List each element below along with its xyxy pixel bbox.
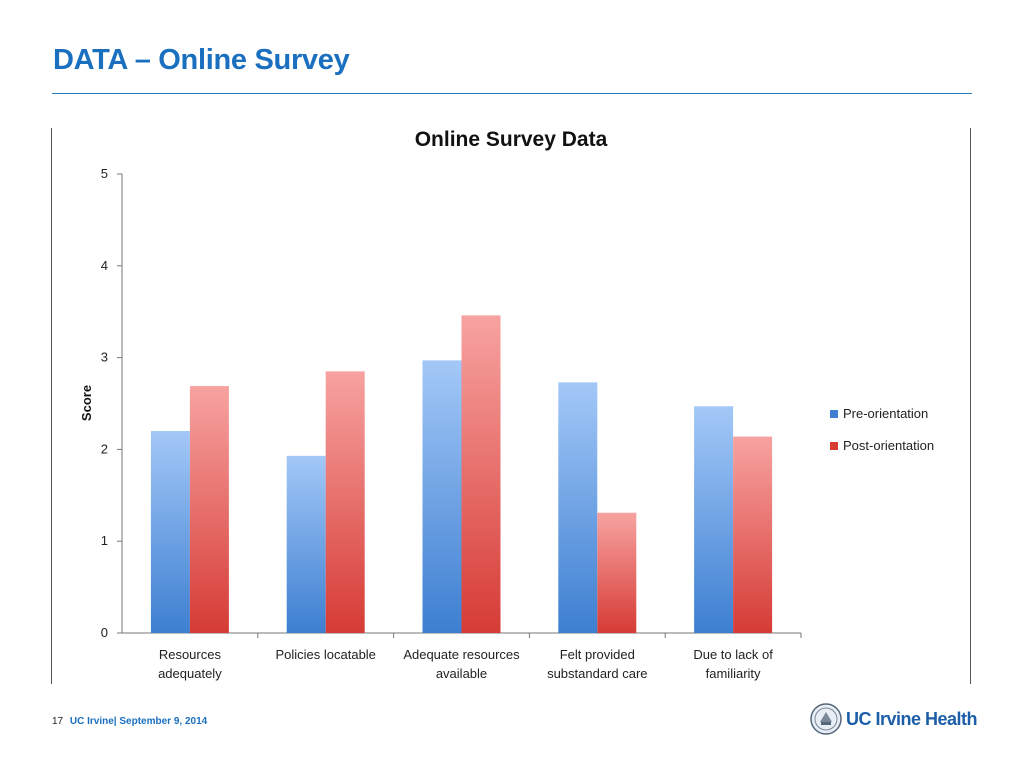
chart-frame-left bbox=[51, 128, 52, 684]
footer-org: UC Irvine| bbox=[69, 716, 117, 727]
legend-label: Post-orientation bbox=[843, 438, 934, 453]
bar-post-1 bbox=[325, 371, 365, 633]
x-axis-labels: Resources adequately Policies locatable Ade… bbox=[158, 647, 773, 681]
x-tick-label: Resources adequately bbox=[158, 647, 222, 681]
uc-irvine-health-logo: UC Irvine Health bbox=[810, 703, 978, 735]
bar-pre-2 bbox=[422, 360, 462, 633]
bar-pre-1 bbox=[286, 455, 326, 633]
bar-post-0 bbox=[189, 386, 229, 633]
x-tick-label: Felt provided substandard care bbox=[547, 647, 647, 681]
legend-swatch bbox=[830, 442, 838, 450]
bar-pre-0 bbox=[150, 431, 190, 633]
slide-title: DATA – Online Survey bbox=[53, 44, 350, 76]
title-divider bbox=[52, 93, 972, 94]
legend-swatch bbox=[830, 410, 838, 418]
slide-footer: 17 UC Irvine| September 9, 2014 bbox=[52, 716, 207, 727]
chart-title: Online Survey Data bbox=[415, 128, 608, 151]
y-tick-label: 1 bbox=[101, 533, 108, 548]
y-tick-label: 4 bbox=[101, 258, 108, 273]
x-tick-label: Due to lack of familiarity bbox=[693, 647, 773, 681]
legend-label: Pre-orientation bbox=[843, 406, 928, 421]
seal-icon bbox=[810, 703, 842, 735]
logo-text: UC Irvine Health bbox=[846, 708, 978, 729]
bar-pre-4 bbox=[694, 406, 734, 633]
chart-bars bbox=[150, 315, 773, 633]
x-tick-label: Adequate resources available bbox=[403, 647, 520, 681]
chart-frame-right bbox=[970, 128, 971, 684]
bar-post-4 bbox=[733, 436, 773, 633]
y-axis-label: Score bbox=[79, 385, 94, 421]
bar-pre-3 bbox=[558, 382, 598, 633]
y-tick-label: 5 bbox=[101, 166, 108, 181]
bar-post-2 bbox=[461, 315, 501, 633]
y-tick-label: 2 bbox=[101, 441, 108, 456]
footer-date: September 9, 2014 bbox=[119, 716, 208, 727]
y-tick-label: 0 bbox=[101, 625, 108, 640]
bar-post-3 bbox=[597, 512, 637, 633]
chart-legend: Pre-orientation Post-orientation bbox=[830, 406, 934, 453]
page-number: 17 bbox=[52, 716, 64, 727]
y-tick-label: 3 bbox=[101, 350, 108, 365]
x-tick-label: Policies locatable bbox=[275, 647, 375, 662]
